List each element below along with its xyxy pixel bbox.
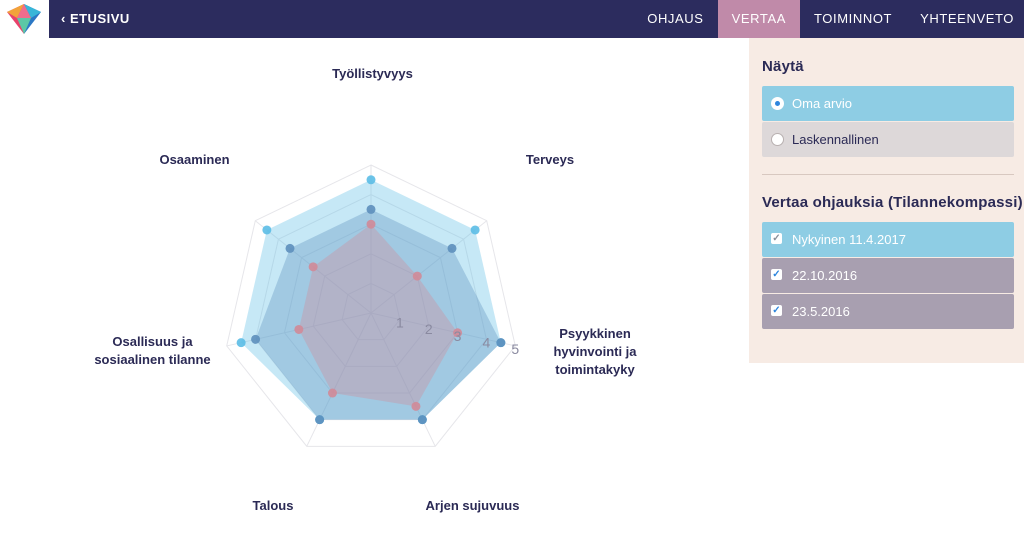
axis-label-tyollistyvyys: Työllistyvyys <box>332 66 413 81</box>
data-point <box>294 324 304 334</box>
top-navbar: ‹ ETUSIVU OHJAUS VERTAA TOIMINNOT YHTEEN… <box>0 0 1024 38</box>
series-area <box>241 179 501 420</box>
nav-ohjaus[interactable]: OHJAUS <box>647 11 704 26</box>
checkbox-2016-10[interactable]: ✓ <box>771 269 782 280</box>
compare-item-2016-10[interactable]: ✓ 22.10.2016 <box>762 258 1014 293</box>
grid-spoke <box>306 312 372 447</box>
main-nav: OHJAUS VERTAA TOIMINNOT YHTEENVETO <box>633 0 1024 38</box>
nav-yhteenveto[interactable]: YHTEENVETO <box>920 11 1014 26</box>
option-label: Laskennallinen <box>792 132 879 147</box>
compare-title: Vertaa ohjauksia (Tilannekompassi) <box>762 194 1023 211</box>
tick-label: 4 <box>483 334 491 350</box>
data-point <box>251 334 261 344</box>
grid-ring <box>341 282 401 341</box>
axis-label-psyykkinen: Psyykkinen hyvinvointi ja toimintakyky <box>553 326 637 377</box>
data-point <box>315 415 325 425</box>
axis-label-terveys: Terveys <box>525 152 575 167</box>
data-point <box>496 338 506 348</box>
checkbox-nykyinen[interactable]: ✓ <box>771 233 782 244</box>
grid-ring <box>255 194 487 421</box>
data-point <box>470 225 480 235</box>
data-point <box>366 175 376 185</box>
grid-ring <box>226 164 516 447</box>
tick-label: 1 <box>396 315 404 331</box>
option-label: Oma arvio <box>792 96 852 111</box>
show-title: Näytä <box>762 58 804 75</box>
data-point <box>308 262 318 272</box>
data-point <box>453 328 463 338</box>
data-point <box>366 204 376 214</box>
show-option-oma-arvio[interactable]: Oma arvio <box>762 86 1014 121</box>
data-point <box>285 243 295 253</box>
logo-icon <box>7 4 41 34</box>
grid-ring <box>312 253 430 367</box>
axis-label-talous: Talous <box>252 498 294 513</box>
data-point <box>447 243 457 253</box>
grid-spoke <box>370 312 516 347</box>
data-point <box>327 388 337 398</box>
tick-label: 2 <box>425 321 433 337</box>
data-point <box>411 401 421 411</box>
grid-ring <box>283 223 459 394</box>
axis-label-arjen-sujuvuus: Arjen sujuvuus <box>425 498 520 513</box>
compare-item-nykyinen[interactable]: ✓ Nykyinen 11.4.2017 <box>762 222 1014 257</box>
series-area <box>298 224 458 407</box>
nav-toiminnot[interactable]: TOIMINNOT <box>814 11 893 26</box>
data-point <box>417 415 427 425</box>
data-point <box>236 338 246 348</box>
tick-label: 5 <box>511 341 519 357</box>
show-option-laskennallinen[interactable]: Laskennallinen <box>762 122 1014 157</box>
checkbox-2016-05[interactable]: ✓ <box>771 305 782 316</box>
compare-item-2016-05[interactable]: ✓ 23.5.2016 <box>762 294 1014 329</box>
data-point <box>412 271 422 281</box>
compare-panel: Näytä Oma arvio Laskennallinen Vertaa oh… <box>749 38 1024 363</box>
compare-label: 23.5.2016 <box>792 304 850 319</box>
grid-spoke <box>370 220 488 314</box>
axis-label-osaaminen: Osaaminen <box>159 152 230 167</box>
radar-chart: 1 2 3 4 5 Työllistyvyys Terveys Psyykkinen h… <box>0 38 748 534</box>
nav-vertaa[interactable]: VERTAA <box>717 0 800 38</box>
back-to-home-link[interactable]: ‹ ETUSIVU <box>61 11 130 26</box>
compare-label: 22.10.2016 <box>792 268 858 283</box>
radar-chart-svg: 1 2 3 4 5 <box>226 164 519 447</box>
tick-label: 3 <box>454 328 462 344</box>
radio-laskennallinen[interactable] <box>771 133 784 146</box>
radio-oma-arvio[interactable] <box>771 97 784 110</box>
series-area <box>255 209 501 420</box>
panel-divider <box>762 174 1014 175</box>
data-point <box>366 219 376 229</box>
compare-label: Nykyinen 11.4.2017 <box>792 232 906 247</box>
app-logo[interactable] <box>0 0 49 38</box>
grid-spoke <box>370 312 436 447</box>
data-point <box>262 225 272 235</box>
axis-label-osallisuus: Osallisuus ja sosiaalinen tilanne <box>94 334 211 367</box>
